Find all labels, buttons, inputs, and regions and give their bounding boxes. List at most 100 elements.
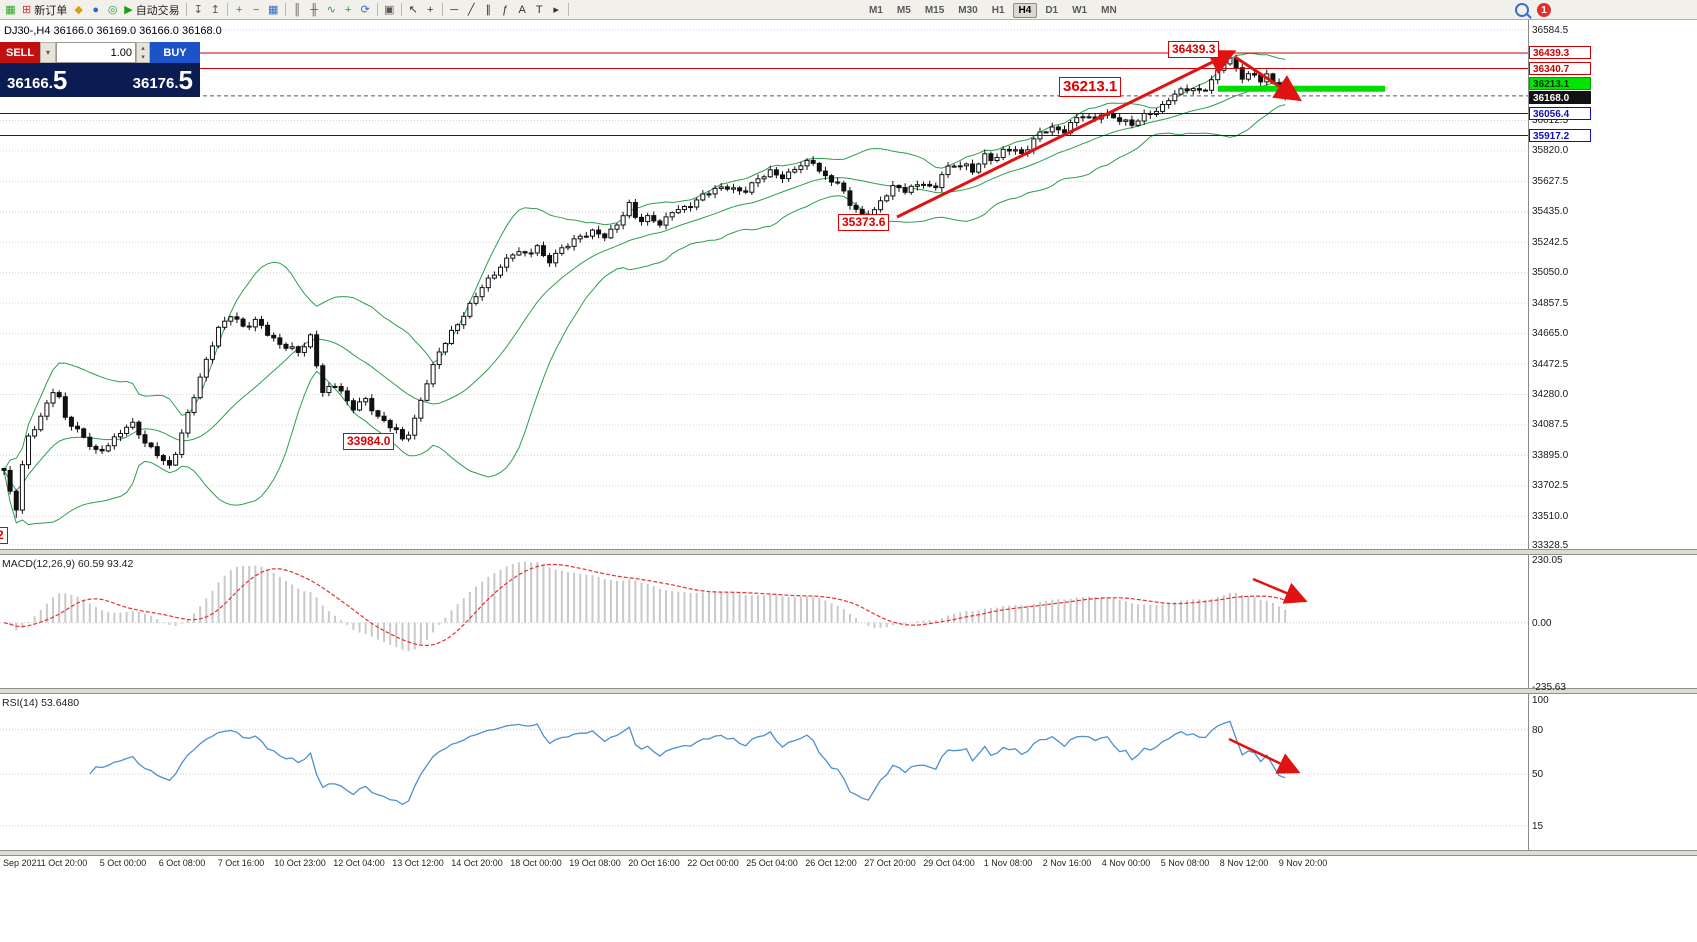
panel-splitter-timeaxis[interactable]	[0, 850, 1697, 856]
data-window-icon[interactable]: ↧	[190, 1, 207, 18]
price-callout[interactable]: 33984.0	[343, 433, 395, 450]
price-badge-36213.1[interactable]: 36213.1	[1529, 77, 1591, 91]
time-axis-label: 10 Oct 23:00	[274, 858, 326, 868]
panel-splitter-macd[interactable]	[0, 549, 1697, 555]
crosshair-icon[interactable]: +	[422, 1, 439, 18]
price-axis-tick: 35435.0	[1532, 206, 1569, 218]
price-badge-36168.0[interactable]: 36168.0	[1529, 91, 1591, 105]
community-icon[interactable]: ◎	[104, 1, 121, 18]
trendline-tool-icon[interactable]: ╱	[463, 1, 480, 18]
text-tool-icon: A	[518, 3, 526, 16]
time-axis-label: 9 Nov 20:00	[1278, 858, 1328, 868]
line-chart-icon: ∿	[326, 4, 336, 16]
candlestick-chart-icon: ╫	[310, 3, 319, 16]
market-depth-icon[interactable]: ↥	[207, 1, 224, 18]
toolbar-separator	[226, 3, 228, 16]
text-tool-icon[interactable]: A	[514, 1, 531, 18]
price-badge-35917.2[interactable]: 35917.2	[1529, 129, 1591, 143]
label-tool-icon[interactable]: T	[531, 1, 548, 18]
tf-M5[interactable]: M5	[891, 3, 917, 18]
periods-icon[interactable]: ⟳	[357, 1, 374, 18]
tf-M1[interactable]: M1	[863, 3, 889, 18]
auto-trading-button[interactable]: ▶ 自动交易	[121, 1, 182, 18]
price-axis-tick: 35820.0	[1532, 145, 1569, 157]
lot-stepper: ▴ ▾	[136, 42, 150, 63]
tf-W1[interactable]: W1	[1066, 3, 1093, 18]
label-tool-icon: T	[535, 3, 543, 16]
favorites-icon[interactable]: ◆	[70, 1, 87, 18]
time-axis-label: 12 Oct 04:00	[333, 858, 385, 868]
price-callout[interactable]: 36213.1	[1059, 77, 1122, 97]
panel-splitter-rsi[interactable]	[0, 688, 1697, 694]
tf-M30[interactable]: M30	[952, 3, 983, 18]
price-axis-tick: 34665.0	[1532, 328, 1569, 340]
tf-MN[interactable]: MN	[1095, 3, 1123, 18]
time-axis-label: Sep 2021	[3, 858, 42, 868]
rsi-label: RSI(14) 53.6480	[2, 697, 80, 709]
price-badge-36056.4[interactable]: 36056.4	[1529, 107, 1591, 121]
fibo-tool-icon[interactable]: ƒ	[497, 1, 514, 18]
notification-badge[interactable]: 1	[1537, 3, 1551, 17]
tf-H1[interactable]: H1	[986, 3, 1011, 18]
channel-tool-icon[interactable]: ∥	[480, 1, 497, 18]
line-chart-icon[interactable]: ∿	[323, 1, 340, 18]
time-axis-label: 14 Oct 20:00	[451, 858, 503, 868]
price-axis-tick: 34280.0	[1532, 389, 1569, 400]
new-chart-icon[interactable]: ▦	[2, 1, 19, 18]
buy-button[interactable]: BUY	[150, 42, 200, 63]
lot-dropdown[interactable]: ▾	[40, 42, 56, 63]
arrows-tool-icon[interactable]: ▸	[548, 1, 565, 18]
price-axis-tick: 35627.5	[1532, 175, 1569, 187]
cursor-icon[interactable]: ↖	[405, 1, 422, 18]
cursor-icon: ↖	[408, 4, 418, 16]
lot-size-input[interactable]: 1.00	[56, 42, 136, 63]
tile-windows-icon[interactable]: ▦	[265, 1, 282, 18]
search-icon[interactable]	[1515, 3, 1529, 17]
time-axis-label: 4 Nov 00:00	[1101, 858, 1151, 868]
macd-axis-tick: 0.00	[1532, 617, 1552, 629]
tf-D1[interactable]: D1	[1039, 3, 1064, 18]
tf-M15[interactable]: M15	[919, 3, 950, 18]
data-window-icon: ↧	[193, 4, 203, 16]
price-axis-tick: 33510.0	[1532, 510, 1569, 522]
price-axis-tick: 35050.0	[1532, 267, 1569, 279]
price-callout[interactable]: 35373.6	[838, 214, 890, 231]
price-badge-36340.7[interactable]: 36340.7	[1529, 62, 1591, 76]
macd-axis-tick: -235.63	[1532, 682, 1566, 693]
price-callout[interactable]: 36439.3	[1168, 41, 1220, 58]
toolbar-separator	[284, 3, 286, 16]
price-callout[interactable]: 2	[0, 527, 8, 544]
channel-tool-icon: ∥	[485, 4, 491, 16]
candlestick-chart-icon[interactable]: ╫	[306, 1, 323, 18]
lot-decrement-icon[interactable]: ▾	[141, 54, 145, 62]
price-axis-tick: 34087.5	[1532, 419, 1569, 431]
tf-H4[interactable]: H4	[1012, 2, 1038, 18]
lot-increment-icon[interactable]: ▴	[141, 44, 145, 52]
price-badge-36439.3[interactable]: 36439.3	[1529, 46, 1591, 60]
bar-chart-icon: ║	[293, 3, 302, 16]
rsi-axis-tick: 100	[1532, 695, 1549, 706]
price-axis-tick: 33328.5	[1532, 539, 1569, 551]
price-axis-tick: 33895.0	[1532, 449, 1569, 461]
hline-tool-icon[interactable]: ─	[446, 1, 463, 18]
indicators-add-icon[interactable]: +	[340, 1, 357, 18]
bar-chart-icon[interactable]: ║	[289, 1, 306, 18]
template-icon[interactable]: ▣	[381, 1, 398, 18]
time-axis-label: 8 Nov 12:00	[1219, 858, 1269, 868]
time-axis-label: 6 Oct 08:00	[158, 858, 206, 868]
zoom-in-icon[interactable]: +	[231, 1, 248, 18]
macd-axis-tick: 230.05	[1532, 555, 1563, 566]
zoom-out-icon[interactable]: −	[248, 1, 265, 18]
hline-tool-icon: ─	[450, 3, 459, 16]
new-order-button[interactable]: ⊞ 新订单	[19, 1, 70, 18]
favorites-icon: ◆	[74, 4, 83, 16]
market-depth-icon: ↥	[210, 4, 220, 16]
trade-panel-controls: SELL ▾ 1.00 ▴ ▾ BUY	[0, 42, 200, 63]
macd-label: MACD(12,26,9) 60.59 93.42	[2, 558, 134, 570]
rsi-axis-tick: 50	[1532, 769, 1544, 780]
template-icon: ▣	[383, 4, 395, 16]
time-axis-label: 19 Oct 08:00	[569, 858, 621, 868]
sell-button[interactable]: SELL	[0, 42, 40, 63]
accounts-icon[interactable]: ●	[87, 1, 104, 18]
